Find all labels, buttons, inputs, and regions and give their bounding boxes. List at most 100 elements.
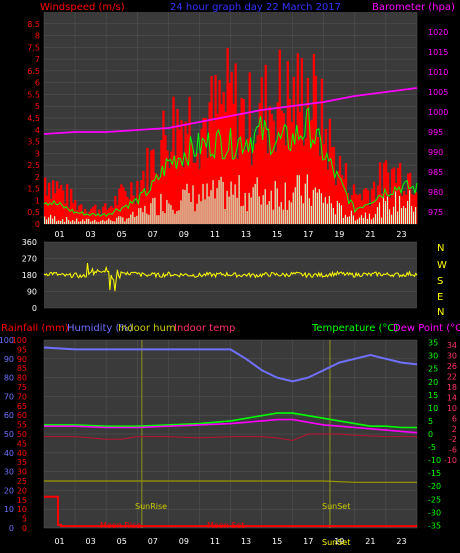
- wind-gust-bar-75: [194, 162, 197, 224]
- wind-avg-bar-108: [260, 204, 262, 224]
- wind-avg-bar-140: [324, 197, 326, 224]
- wind-gust-bar-67: [178, 129, 181, 224]
- wind-gust-bar-163: [370, 189, 374, 224]
- wind-gust-bar-125: [294, 133, 297, 224]
- wind-gust-bar-65: [174, 155, 177, 224]
- wind-ytick-17: 8.5: [27, 20, 40, 29]
- wind-avg-bar-76: [196, 203, 198, 224]
- wind-gust-bar-127: [298, 111, 301, 224]
- wind-gust-bar-28: [100, 215, 103, 224]
- wind-gust-bar-131: [306, 77, 310, 225]
- wind-avg-bar-147: [338, 203, 340, 224]
- wind-avg-bar-72: [188, 193, 190, 224]
- wind-avg-bar-134: [312, 189, 314, 224]
- hum-ytick-8: 80: [4, 374, 14, 383]
- wind-gust-bar-122: [288, 98, 291, 224]
- wind-gust-bar-58: [160, 140, 163, 224]
- wind-gust-bar-140: [324, 128, 328, 224]
- wind-avg-bar-121: [286, 209, 288, 224]
- wind-avg-bar-22: [88, 218, 90, 224]
- wind-avg-bar-164: [372, 217, 375, 224]
- event-sunset: SunSet: [322, 502, 350, 511]
- wind-gust-bar-177: [398, 162, 402, 224]
- bot-series-0: [43, 346, 418, 383]
- temp-ytick-10: 15: [428, 391, 438, 400]
- wind-gust-line: [43, 107, 418, 217]
- wind-avg-bar-38: [120, 216, 122, 224]
- wind-ytick-8: 4: [35, 126, 40, 135]
- wind-avg-bar-165: [374, 213, 377, 224]
- wind-gust-bar-166: [376, 185, 380, 224]
- wind-xtick-0: 01: [54, 230, 64, 239]
- wind-gust-bar-10: [64, 203, 67, 224]
- wind-avg-bar-178: [400, 208, 403, 224]
- wind-avg-bar-94: [232, 194, 234, 224]
- wind-avg-bar-73: [190, 201, 192, 224]
- wind-gust-bar-31: [106, 209, 109, 224]
- wind-avg-bar-90: [224, 208, 226, 224]
- wind-avg-bar-0: [44, 216, 46, 224]
- wind-gust-bar-176: [396, 167, 400, 224]
- wind-xtick-11: 23: [396, 230, 406, 239]
- wind-avg-bar-33: [110, 220, 112, 224]
- dew-ytick-11: 34: [447, 341, 457, 350]
- wind-gust-bar-72: [188, 96, 191, 224]
- wind-avg-bar-91: [226, 190, 228, 224]
- wind-avg-bar-19: [82, 219, 84, 224]
- wind-avg-bar-28: [100, 220, 102, 224]
- bot-xtick-8: 17: [303, 537, 313, 546]
- wind-gust-bar-49: [142, 170, 145, 224]
- wind-avg-bar-23: [90, 221, 92, 224]
- dir-ytick-2: 180: [22, 271, 37, 280]
- temp-ytick-11: 20: [428, 378, 438, 387]
- wind-gust-bar-1: [46, 195, 49, 224]
- wind-avg-bar-54: [152, 198, 154, 224]
- left-ytick-2: 10: [17, 505, 27, 514]
- wind-gust-bar-97: [238, 115, 241, 224]
- wind-avg-bar-158: [360, 215, 363, 224]
- wind-avg-bar-148: [340, 205, 342, 224]
- wind-avg-bar-146: [336, 200, 338, 224]
- legend-dewpoint: Dew Point (°C): [393, 323, 460, 334]
- wind-avg-bar-176: [396, 211, 399, 224]
- wind-gust-bar-119: [282, 113, 285, 224]
- wind-gust-bar-71: [186, 134, 189, 224]
- wind-gust-bar-165: [374, 200, 378, 224]
- wind-gust-bar-63: [170, 151, 173, 224]
- wind-avg-bar-47: [138, 208, 140, 224]
- wind-avg-bar-1: [46, 219, 48, 224]
- baro-title: Barometer (hpa): [372, 2, 455, 13]
- wind-gust-bar-32: [108, 207, 111, 224]
- wind-avg-bar-83: [210, 190, 212, 224]
- wind-avg-bar-153: [350, 210, 353, 224]
- wind-avg-bar-155: [354, 220, 357, 224]
- wind-gust-bar-147: [338, 155, 342, 224]
- wind-avg-bar-21: [86, 218, 88, 224]
- wind-gust-bar-145: [334, 185, 338, 224]
- wind-gust-bar-53: [150, 150, 153, 224]
- temp-ytick-8: 5: [428, 417, 433, 426]
- wind-gust-bar-79: [202, 117, 205, 224]
- wind-avg-bar-127: [298, 175, 300, 224]
- dew-ytick-2: -2: [449, 435, 457, 444]
- wind-avg-bar-34: [112, 221, 114, 224]
- wind-gust-bar-22: [88, 211, 91, 224]
- wind-avg-bar-18: [80, 221, 82, 224]
- wind-avg-bar-156: [356, 219, 359, 224]
- bot-series-2: [44, 418, 418, 434]
- baro-ytick-2: 985: [428, 168, 443, 177]
- wind-gust-bar-113: [270, 113, 273, 224]
- wind-gust-bar-107: [258, 103, 261, 224]
- dew-ytick-0: -10: [444, 456, 457, 465]
- wind-gust-bar-156: [356, 195, 360, 224]
- wind-avg-bar-169: [382, 197, 385, 224]
- wind-gust-bar-29: [102, 206, 105, 224]
- wind-avg-bar-141: [326, 203, 328, 224]
- left-ytick-15: 75: [17, 383, 27, 392]
- dew-ytick-10: 30: [447, 352, 457, 361]
- wind-avg-bar-171: [386, 196, 389, 224]
- wind-avg-bar-109: [262, 195, 264, 224]
- wind-avg-bar-181: [406, 200, 409, 224]
- left-ytick-6: 30: [17, 468, 27, 477]
- left-ytick-5: 25: [17, 477, 27, 486]
